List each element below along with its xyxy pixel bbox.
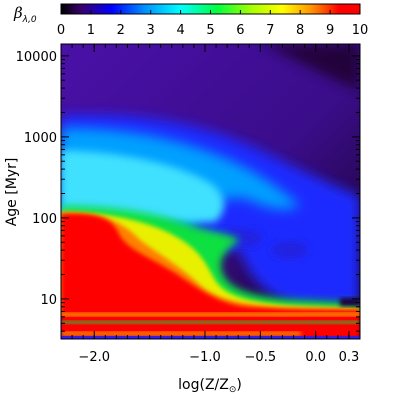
stripe-red xyxy=(61,325,360,331)
x-tick-label: −0.5 xyxy=(245,350,277,365)
x-axis-label-sub: ⊙ xyxy=(229,385,237,395)
x-tick-label: 0.0 xyxy=(305,350,326,365)
colorbar-ticks: 0 1 2 3 4 5 6 7 8 9 10 xyxy=(57,10,368,38)
x-tick-label: −2.0 xyxy=(78,350,110,365)
colorbar-tick-label: 1 xyxy=(87,23,95,38)
colorbar-tick-label: 4 xyxy=(176,23,184,38)
colorbar-tick-label: 8 xyxy=(296,23,304,38)
y-tick-label: 1000 xyxy=(24,131,57,146)
region-dark-notch xyxy=(340,298,360,306)
colorbar-label-sub: λ,0 xyxy=(22,15,37,25)
stripe-yellow xyxy=(61,313,360,316)
colorbar-tick-label: 7 xyxy=(266,23,274,38)
colorbar-tick-label: 5 xyxy=(206,23,214,38)
y-axis-ticks: 10 100 1000 10000 xyxy=(16,50,360,332)
region-cyan-bright xyxy=(61,150,224,222)
stripe-green xyxy=(61,321,360,324)
y-tick-label: 10000 xyxy=(16,50,57,65)
x-axis-ticks: −2.0 −1.0 −0.5 0.0 0.3 xyxy=(71,44,361,365)
colorbar-label: βλ,0 xyxy=(13,4,37,25)
x-tick-label: −1.0 xyxy=(189,350,221,365)
y-tick-label: 100 xyxy=(32,212,57,227)
region-blue-blob xyxy=(272,241,308,259)
stripe-yellow-low xyxy=(61,332,301,335)
x-axis-label-main: log(Z/Z xyxy=(178,377,229,393)
plot-frame xyxy=(60,43,361,340)
colorbar-tick-label: 3 xyxy=(147,23,155,38)
colorbar-tick-label: 2 xyxy=(117,23,125,38)
region-dark-top-right xyxy=(260,44,360,90)
colorbar-tick-label: 9 xyxy=(326,23,334,38)
y-tick-label: 10 xyxy=(40,293,57,308)
y-axis-label: Age [Myr] xyxy=(4,158,20,227)
stripe-blue-bottom xyxy=(61,336,360,339)
heatmap xyxy=(61,44,360,339)
colorbar-tick-label: 10 xyxy=(352,23,369,38)
region-red xyxy=(61,213,360,339)
colorbar-tick-label: 0 xyxy=(57,23,65,38)
colorbar-label-main: β xyxy=(13,4,23,22)
colorbar: 0 1 2 3 4 5 6 7 8 9 10 βλ,0 xyxy=(13,3,368,38)
x-axis-label: log(Z/Z⊙) xyxy=(178,377,242,395)
x-axis-label-close: ) xyxy=(236,377,241,393)
x-tick-label: 0.3 xyxy=(339,350,360,365)
colorbar-tick-label: 6 xyxy=(236,23,244,38)
